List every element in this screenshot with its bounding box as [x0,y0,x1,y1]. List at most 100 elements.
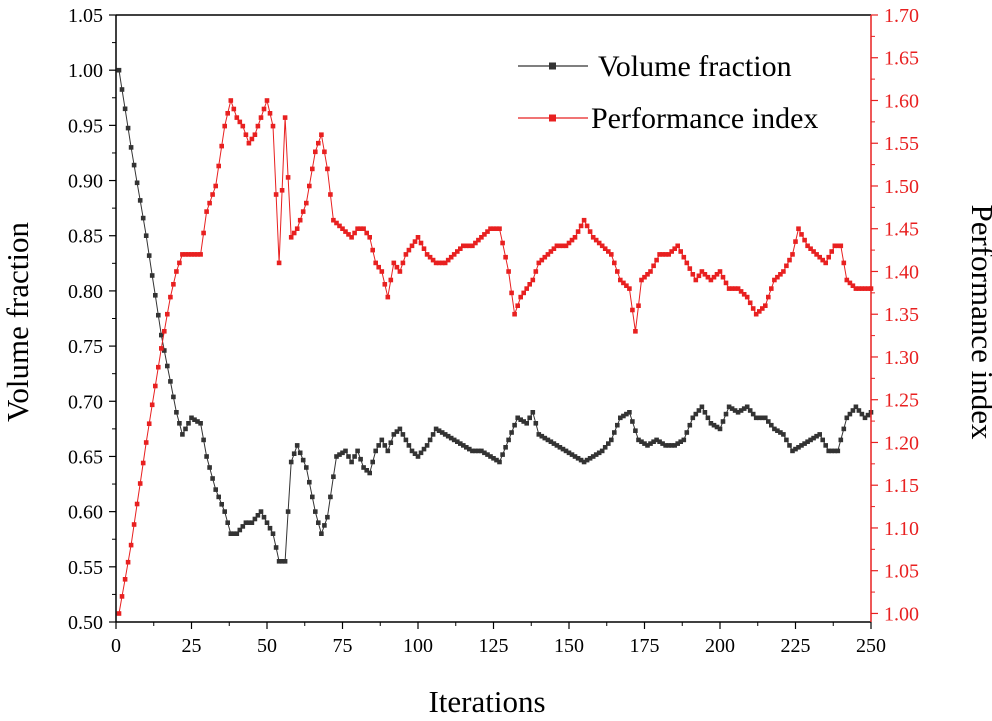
data-point-performance-index [793,239,798,244]
data-point-performance-index [581,217,587,223]
data-point-volume-fraction [373,448,378,454]
data-point-volume-fraction [358,456,363,462]
data-point-performance-index [140,460,146,466]
left-y-tick-label: 0.90 [68,171,103,193]
right-y-tick-label: 1.05 [884,561,919,583]
right-y-tick-label: 1.60 [884,90,919,112]
data-point-volume-fraction [515,415,520,421]
data-point-volume-fraction [678,439,683,444]
data-point-performance-index [488,226,493,231]
data-point-performance-index [385,294,391,300]
data-point-performance-index [337,223,342,229]
data-point-volume-fraction [645,443,650,448]
left-y-tick-label: 0.55 [68,557,103,579]
data-point-performance-index [307,183,312,189]
data-point-performance-index [485,229,490,234]
data-point-volume-fraction [494,457,499,463]
data-point-volume-fraction [485,452,490,457]
data-point-volume-fraction [473,448,478,454]
data-point-performance-index [300,209,306,214]
data-point-volume-fraction [213,487,218,492]
data-point-volume-fraction [747,408,753,413]
data-point-performance-index [279,188,285,193]
data-point-performance-index [186,252,191,257]
right-y-tick-label: 1.45 [884,219,919,241]
data-point-performance-index [355,226,360,231]
data-point-volume-fraction [119,87,125,92]
data-point-volume-fraction [642,441,647,446]
data-point-volume-fraction [421,446,427,452]
data-point-performance-index [322,149,327,155]
data-point-volume-fraction [757,415,762,421]
data-point-performance-index [539,257,545,263]
data-point-performance-index [575,229,581,234]
data-point-volume-fraction [149,273,155,278]
data-point-performance-index [723,280,729,286]
data-point-performance-index [545,252,551,257]
data-point-performance-index [633,329,638,334]
data-point-volume-fraction [838,437,844,443]
data-point-volume-fraction [581,459,587,465]
data-point-volume-fraction [702,410,708,415]
data-point-volume-fraction [294,443,300,448]
data-point-volume-fraction [636,437,641,443]
data-point-volume-fraction [778,430,783,435]
data-point-volume-fraction [672,443,677,448]
data-point-volume-fraction [488,454,493,459]
data-point-performance-index [802,237,807,243]
data-point-volume-fraction [521,419,526,424]
left-y-tick-label: 1.05 [68,5,103,27]
data-point-performance-index [515,303,520,308]
axes: 0 25 50 75 100 125 150 175 200 225 250 0.50 0.55 0.60… [68,5,919,657]
data-point-volume-fraction [497,459,502,465]
data-point-performance-index [433,260,439,266]
data-point-performance-index [648,269,653,274]
data-point-volume-fraction [569,452,575,457]
data-point-performance-index [747,300,753,306]
data-point-volume-fraction [222,509,227,514]
data-point-performance-index [781,269,786,274]
data-point-performance-index [234,115,240,120]
data-point-performance-index [497,226,502,231]
data-point-volume-fraction [328,494,333,500]
data-point-performance-index [198,252,203,257]
data-point-performance-index [174,269,179,274]
data-point-volume-fraction [282,559,288,564]
data-point-volume-fraction [424,443,430,448]
data-point-volume-fraction [343,448,348,454]
data-point-performance-index [799,232,804,237]
data-point-volume-fraction [684,430,690,435]
data-point-volume-fraction [122,106,128,112]
data-point-performance-index [548,249,554,254]
data-point-volume-fraction [862,415,868,421]
data-point-performance-index [663,252,668,257]
data-point-performance-index [741,292,747,297]
data-point-volume-fraction [455,439,460,444]
data-point-performance-index [829,249,834,254]
data-point-volume-fraction [817,432,822,437]
data-point-volume-fraction [802,441,807,446]
data-point-performance-index [219,143,224,149]
data-point-volume-fraction [171,394,176,400]
data-point-performance-index [606,249,611,254]
data-point-performance-index [310,166,315,172]
data-point-volume-fraction [367,470,372,476]
data-point-performance-index [134,501,140,507]
data-point-performance-index [500,240,505,246]
data-point-performance-index [566,240,572,246]
data-point-performance-index [319,132,324,137]
right-y-tick-label: 1.30 [884,347,919,369]
data-point-volume-fraction [738,408,744,413]
data-point-volume-fraction [835,448,841,454]
data-point-performance-index [397,269,403,274]
data-point-performance-index [143,440,149,445]
data-point-performance-index [297,217,303,223]
data-point-performance-index [204,209,209,214]
data-point-volume-fraction [379,437,385,443]
data-point-performance-index [796,226,801,231]
data-point-volume-fraction [720,419,726,424]
data-point-performance-index [593,237,599,243]
data-point-performance-index [470,243,475,249]
data-point-performance-index [790,252,795,257]
data-point-volume-fraction [808,437,813,443]
